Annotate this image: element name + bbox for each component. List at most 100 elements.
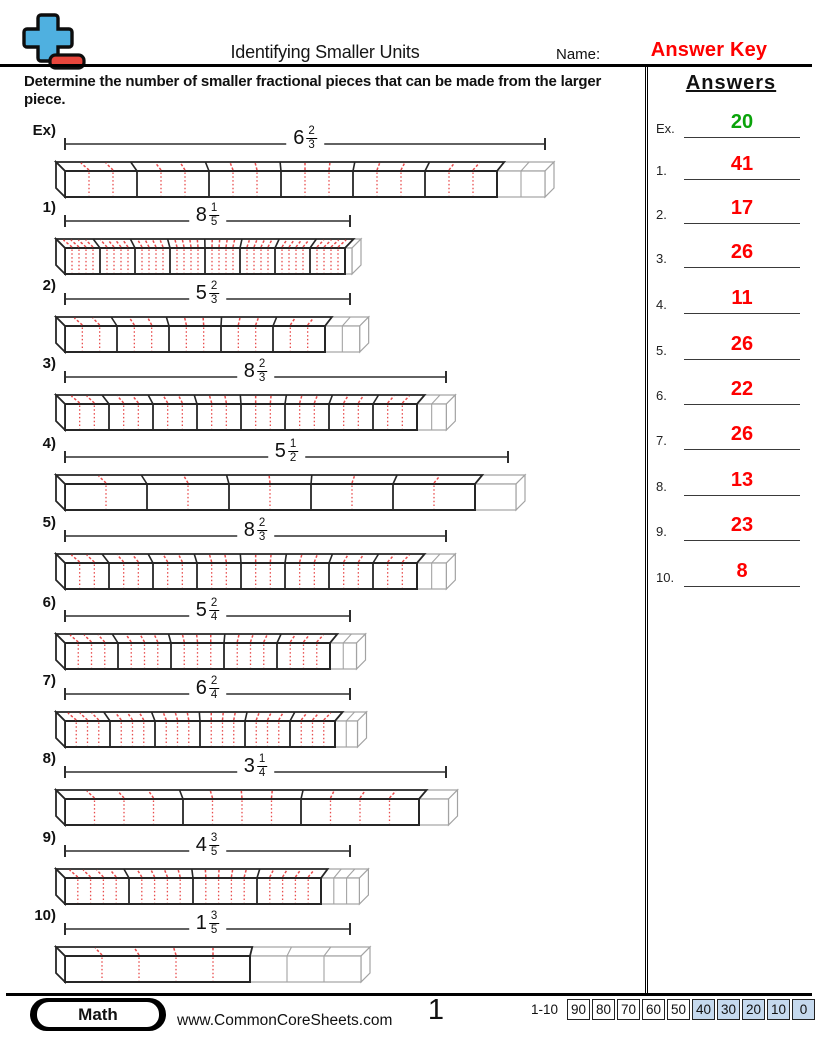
answer-blank-line bbox=[684, 223, 800, 224]
problem-row: Ex) 6 2 3 bbox=[0, 118, 660, 204]
answer-value: 41 bbox=[730, 153, 754, 175]
mixed-number-whole: 5 bbox=[274, 439, 286, 462]
answer-value: 26 bbox=[730, 333, 754, 355]
page-number: 1 bbox=[427, 994, 445, 1026]
problem-figure bbox=[53, 845, 370, 907]
problem-figure bbox=[53, 371, 457, 433]
answer-value: 22 bbox=[730, 378, 754, 400]
problem-number: 10) bbox=[34, 907, 56, 924]
answer-blank-line bbox=[684, 359, 800, 360]
header-divider bbox=[0, 64, 812, 67]
score-table: 90 80 70 60 50 40 30 20 10 0 bbox=[567, 999, 815, 1020]
score-cell: 0 bbox=[792, 999, 815, 1020]
problem-number: 7) bbox=[42, 672, 56, 689]
answer-number: 1. bbox=[656, 163, 667, 178]
answer-value: 26 bbox=[730, 423, 754, 445]
answer-row: 9. 23 bbox=[650, 513, 812, 541]
fraction-bar bbox=[53, 944, 372, 985]
problem-number: 1) bbox=[42, 199, 56, 216]
fraction-bar bbox=[53, 551, 457, 592]
fraction-bar bbox=[53, 631, 367, 672]
problem-figure bbox=[53, 451, 527, 513]
score-cell: 20 bbox=[742, 999, 765, 1020]
subject-badge: Math bbox=[30, 998, 166, 1031]
answer-number: 10. bbox=[656, 570, 675, 585]
mixed-number-whole: 8 bbox=[243, 518, 255, 541]
answer-value: 17 bbox=[730, 197, 754, 219]
answer-blank-line bbox=[684, 267, 800, 268]
subject-badge-label: Math bbox=[37, 1002, 159, 1027]
problem-number: 8) bbox=[42, 750, 56, 767]
mixed-number-whole: 1 bbox=[195, 911, 207, 934]
answer-row: 6. 22 bbox=[650, 377, 812, 405]
problem-figure bbox=[53, 610, 367, 672]
website-text: www.CommonCoreSheets.com bbox=[177, 1012, 393, 1029]
answer-number: 5. bbox=[656, 343, 667, 358]
answer-number: 3. bbox=[656, 251, 667, 266]
name-label: Name: bbox=[556, 46, 601, 63]
mixed-number-whole: 8 bbox=[243, 359, 255, 382]
fraction-bar bbox=[53, 709, 368, 750]
answer-blank-line bbox=[684, 449, 800, 450]
score-cell: 10 bbox=[767, 999, 790, 1020]
problem-figure bbox=[53, 530, 457, 592]
instructions-text: Determine the number of smaller fraction… bbox=[24, 73, 602, 109]
answers-column-divider bbox=[645, 67, 648, 993]
fraction-bar bbox=[53, 159, 556, 200]
answer-blank-line bbox=[684, 137, 800, 138]
problem-row: 7) 6 2 4 bbox=[0, 668, 660, 754]
answers-title: Answers bbox=[685, 72, 777, 94]
answer-value: 23 bbox=[730, 514, 754, 536]
problem-figure bbox=[53, 923, 372, 985]
problem-row: 9) 4 3 5 bbox=[0, 825, 660, 911]
score-cell: 70 bbox=[617, 999, 640, 1020]
problems-area: Ex) 6 2 3 1) 8 1 5 2) 5 2 3 3) 8 2 3 4) 5 1 2 5) 8 2 3 6) 5 2 4 7) 6 2… bbox=[0, 118, 660, 989]
problem-number: 3) bbox=[42, 355, 56, 372]
problem-figure bbox=[53, 138, 556, 200]
answer-row: 1. 41 bbox=[650, 152, 812, 180]
answer-blank-line bbox=[684, 495, 800, 496]
score-cell: 90 bbox=[567, 999, 590, 1020]
answer-value: 20 bbox=[730, 111, 754, 133]
problem-number: Ex) bbox=[32, 122, 56, 139]
mixed-number-whole: 5 bbox=[195, 281, 207, 304]
fraction-bar bbox=[53, 472, 527, 513]
answer-value: 13 bbox=[730, 469, 754, 491]
fraction-bar bbox=[53, 236, 363, 277]
problem-number: 9) bbox=[42, 829, 56, 846]
mixed-number-whole: 6 bbox=[293, 126, 305, 149]
problem-row: 10) 1 3 5 bbox=[0, 903, 660, 989]
score-cell: 60 bbox=[642, 999, 665, 1020]
score-cell: 40 bbox=[692, 999, 715, 1020]
footer-divider bbox=[6, 993, 812, 996]
problem-row: 1) 8 1 5 bbox=[0, 195, 660, 281]
problem-figure bbox=[53, 293, 371, 355]
problem-row: 8) 3 1 4 bbox=[0, 746, 660, 832]
answer-value: 26 bbox=[730, 241, 754, 263]
fraction-bar bbox=[53, 392, 457, 433]
answer-number: 9. bbox=[656, 524, 667, 539]
answer-row: 10. 8 bbox=[650, 559, 812, 587]
worksheet-title: Identifying Smaller Units bbox=[230, 42, 420, 62]
answer-blank-line bbox=[684, 313, 800, 314]
problem-number: 6) bbox=[42, 594, 56, 611]
